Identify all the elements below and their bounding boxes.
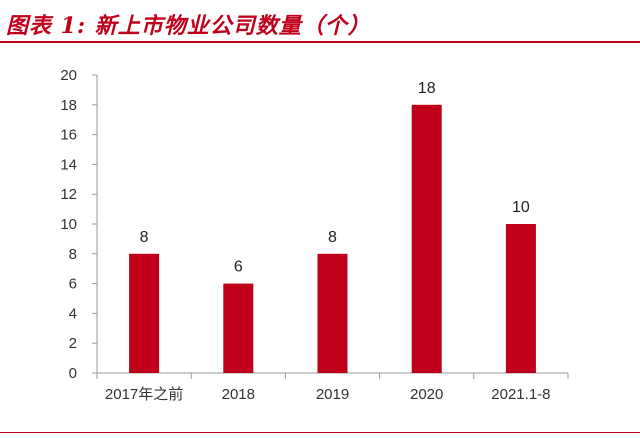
y-tick-label: 6 <box>69 276 77 293</box>
x-tick-label: 2018 <box>222 386 255 403</box>
x-tick-label: 2019 <box>316 386 349 403</box>
y-tick-label: 4 <box>69 305 77 322</box>
data-label: 8 <box>140 229 149 246</box>
caption-divider <box>0 41 640 43</box>
y-tick-label: 14 <box>60 156 77 173</box>
data-label: 10 <box>512 199 530 216</box>
y-tick-label: 16 <box>60 127 77 144</box>
figure-caption: 图表 1: 新上市物业公司数量（个） <box>0 0 640 44</box>
x-tick-label: 2017年之前 <box>105 386 183 403</box>
bar-1 <box>223 283 254 373</box>
data-label: 18 <box>418 80 436 97</box>
y-tick-label: 12 <box>60 186 77 203</box>
bottom-divider <box>0 432 640 433</box>
y-tick-label: 20 <box>60 67 77 84</box>
y-tick-label: 10 <box>60 216 77 233</box>
bar-3 <box>411 104 442 374</box>
bar-0 <box>129 253 160 373</box>
bar-4 <box>505 224 536 373</box>
x-tick-label: 2021.1-8 <box>491 386 550 403</box>
figure-title: 图表 1: 新上市物业公司数量（个） <box>6 13 371 39</box>
y-tick-label: 18 <box>60 97 77 114</box>
bar-2 <box>317 253 348 373</box>
x-tick-label: 2020 <box>410 386 443 403</box>
y-tick-label: 8 <box>69 246 77 263</box>
data-label: 6 <box>234 259 243 276</box>
data-label: 8 <box>328 229 337 246</box>
y-tick-label: 2 <box>69 335 77 352</box>
y-tick-label: 0 <box>69 365 77 382</box>
